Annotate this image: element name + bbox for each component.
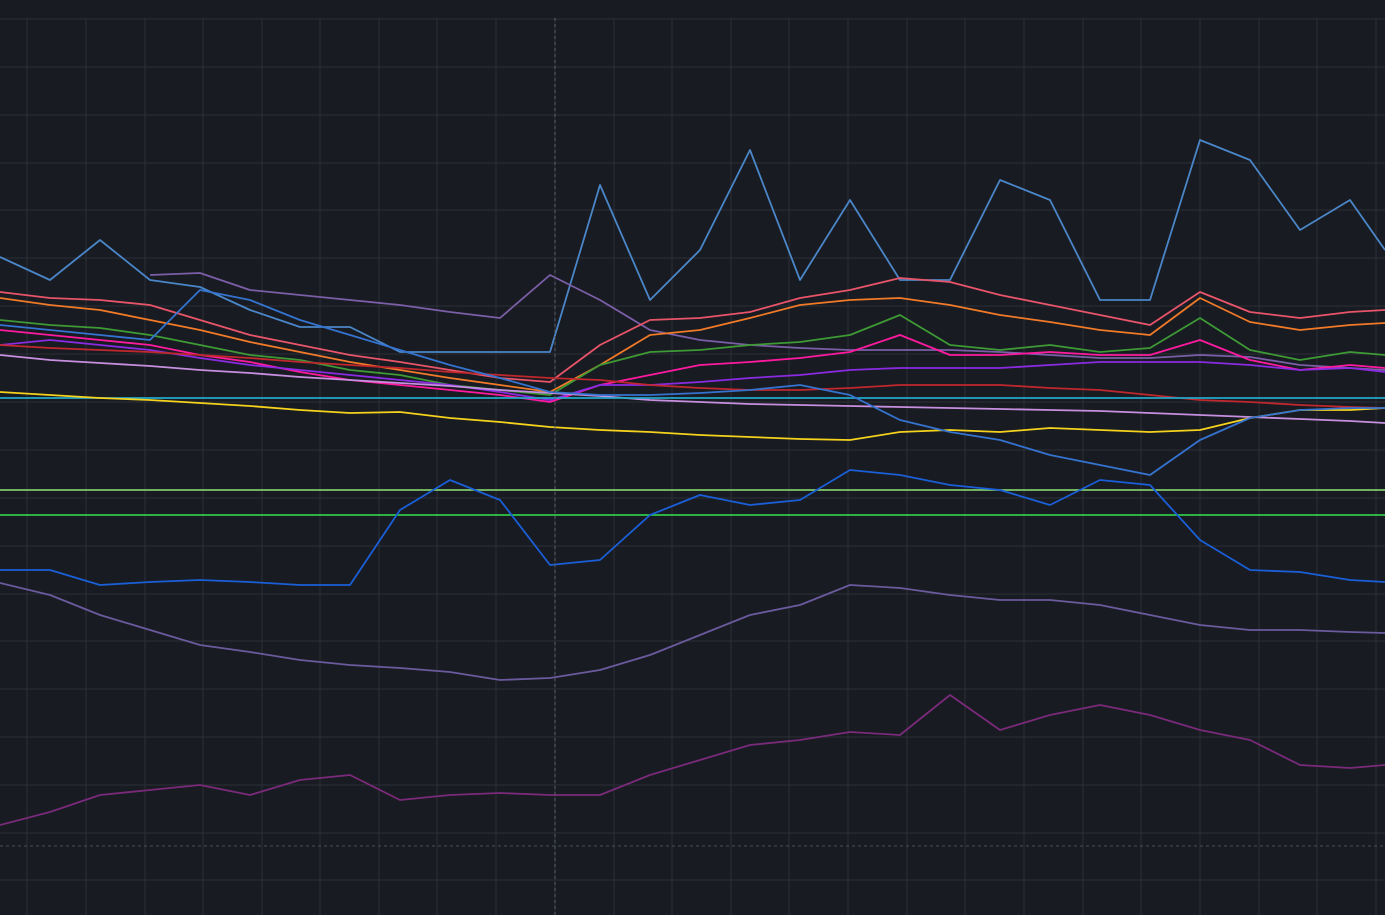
series-line: [0, 344, 1385, 409]
series-line: [0, 329, 1385, 403]
series-line: [0, 297, 1385, 393]
series-line: [0, 277, 1385, 383]
series-line: [0, 694, 1385, 826]
series-line: [0, 339, 1385, 401]
series-line: [0, 469, 1385, 586]
series-line: [0, 139, 1385, 353]
series-line: [0, 289, 1385, 476]
series-line: [0, 354, 1385, 424]
series-line: [0, 582, 1385, 681]
series-line: [0, 391, 1385, 441]
series-line: [149, 272, 1385, 371]
series-line: [0, 314, 1385, 396]
